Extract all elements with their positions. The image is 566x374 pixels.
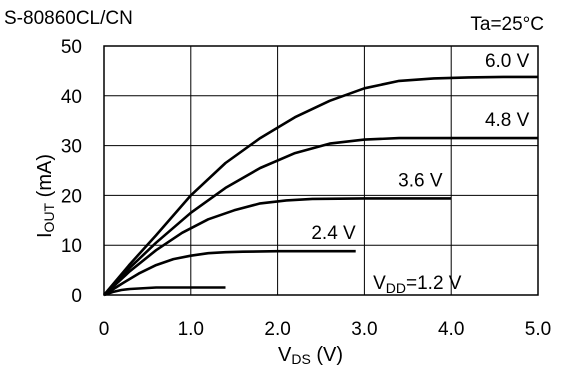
- x-tick-label: 4.0: [438, 319, 464, 340]
- y-tick-label: 20: [61, 186, 82, 207]
- x-tick-label: 1.0: [178, 319, 204, 340]
- y-tick-labels: 0 10 20 30 40 50: [61, 37, 82, 307]
- y-axis-label-unit: (mA): [34, 153, 56, 203]
- y-axis-label: IOUT (mA): [34, 154, 57, 238]
- chart-series-group: [103, 75, 538, 297]
- x-axis-label: VDS (V): [278, 344, 343, 367]
- y-tick-label: 0: [71, 286, 82, 307]
- plot-area-frame: [103, 45, 539, 296]
- series-line-1: [103, 249, 356, 297]
- x-tick-labels: 0 1.0 2.0 3.0 4.0 5.0: [99, 319, 552, 340]
- y-axis-label-sub: OUT: [41, 202, 57, 233]
- series-label-4: 6.0 V: [485, 51, 530, 72]
- series-label-2: 3.6 V: [398, 170, 443, 191]
- x-tick-label: 0: [99, 319, 110, 340]
- y-tick-label: 10: [61, 236, 82, 257]
- chart-title-left: S-80860CL/CN: [4, 8, 133, 29]
- series-label-0: VDD=1.2 V: [373, 273, 462, 296]
- y-axis-label-main: I: [34, 232, 56, 239]
- x-axis-label-unit: (V): [310, 344, 344, 366]
- series-line-3: [103, 136, 538, 296]
- x-tick-label: 5.0: [525, 319, 551, 340]
- series-label-1: 2.4 V: [311, 223, 356, 244]
- x-axis-label-main: V: [278, 344, 292, 366]
- series-label-3: 4.8 V: [485, 110, 530, 131]
- series-labels: VDD=1.2 V 2.4 V 3.6 V 4.8 V 6.0 V: [311, 51, 529, 296]
- x-axis-label-sub: DS: [291, 351, 311, 367]
- y-tick-label: 30: [61, 137, 82, 158]
- x-tick-label: 2.0: [264, 319, 290, 340]
- temperature-condition-label: Ta=25°C: [470, 14, 544, 35]
- chart-grid: [104, 46, 538, 295]
- series-line-0: [103, 286, 226, 297]
- y-tick-label: 50: [61, 37, 82, 58]
- y-tick-label: 40: [61, 87, 82, 108]
- series-line-4: [103, 75, 538, 296]
- series-line-2: [103, 197, 452, 296]
- x-tick-label: 3.0: [351, 319, 377, 340]
